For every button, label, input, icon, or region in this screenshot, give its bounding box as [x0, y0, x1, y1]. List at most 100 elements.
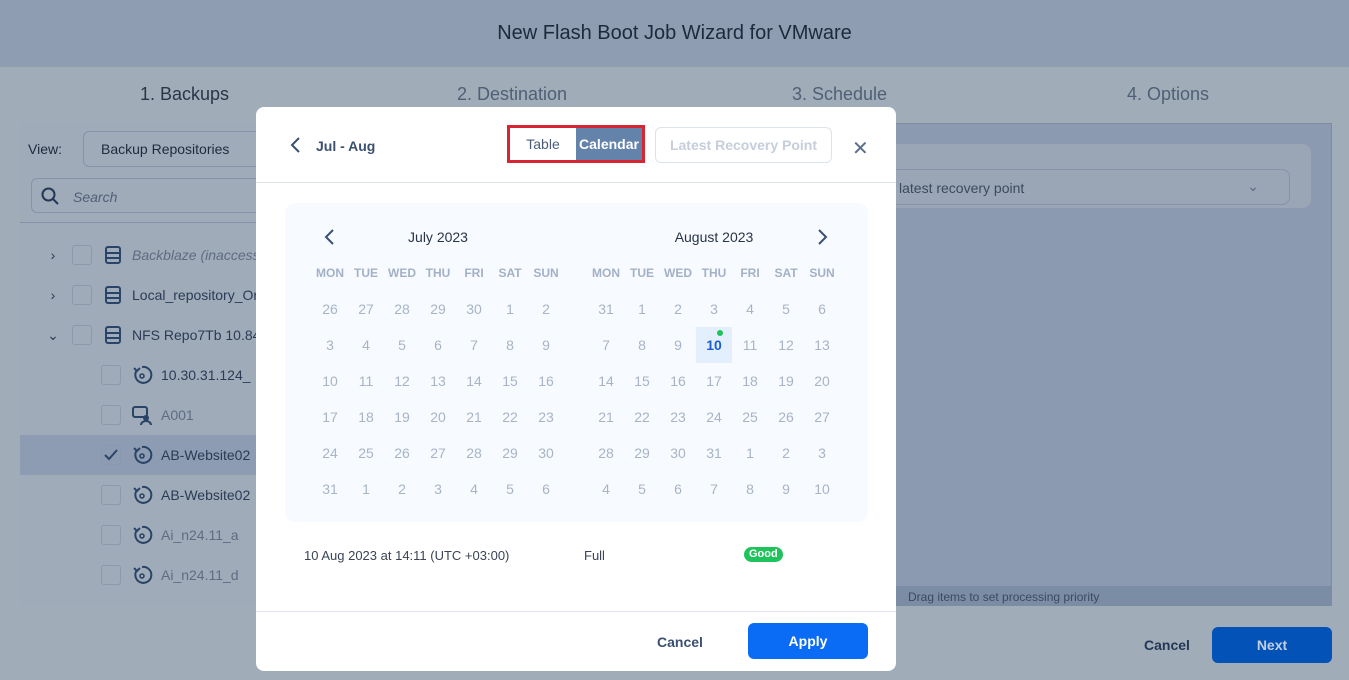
calendar-day[interactable]: 5 — [638, 481, 646, 497]
calendar-day[interactable]: 12 — [394, 373, 410, 389]
apply-button[interactable]: Apply — [748, 623, 868, 659]
checkbox[interactable] — [72, 285, 92, 305]
calendar-day[interactable]: 8 — [506, 337, 514, 353]
calendar-day-selected[interactable]: 10 — [696, 327, 732, 363]
calendar-day[interactable]: 29 — [502, 445, 518, 461]
calendar-day[interactable]: 27 — [358, 301, 374, 317]
calendar-day[interactable]: 5 — [398, 337, 406, 353]
calendar-day[interactable]: 27 — [430, 445, 446, 461]
calendar-day[interactable]: 31 — [322, 481, 338, 497]
calendar-day[interactable]: 8 — [746, 481, 754, 497]
latest-recovery-point-button[interactable]: Latest Recovery Point — [655, 127, 832, 163]
calendar-day[interactable]: 16 — [670, 373, 686, 389]
calendar-day[interactable]: 26 — [322, 301, 338, 317]
close-icon[interactable]: ✕ — [852, 138, 869, 160]
checkbox[interactable] — [72, 325, 92, 345]
calendar-day[interactable]: 7 — [602, 337, 610, 353]
calendar-day[interactable]: 9 — [782, 481, 790, 497]
calendar-day[interactable]: 6 — [674, 481, 682, 497]
tree-item[interactable]: A001 — [20, 395, 440, 435]
calendar-day[interactable]: 6 — [434, 337, 442, 353]
calendar-day[interactable]: 31 — [598, 301, 614, 317]
calendar-day[interactable]: 4 — [470, 481, 478, 497]
calendar-day[interactable]: 28 — [394, 301, 410, 317]
chevron-down-icon[interactable]: ⌄ — [47, 326, 59, 343]
calendar-day[interactable]: 22 — [502, 409, 518, 425]
calendar-day[interactable]: 14 — [598, 373, 614, 389]
chevron-right-icon[interactable]: › — [50, 287, 56, 303]
modal-cancel-button[interactable]: Cancel — [657, 634, 703, 650]
calendar-day[interactable]: 5 — [506, 481, 514, 497]
calendar-day[interactable]: 8 — [638, 337, 646, 353]
recovery-point-select[interactable]: latest recovery point ⌄ — [880, 169, 1290, 205]
tree-item[interactable]: › Backblaze (inaccess — [20, 235, 440, 275]
checkbox[interactable] — [101, 525, 121, 545]
calendar-day[interactable]: 2 — [674, 301, 682, 317]
calendar-day[interactable]: 29 — [634, 445, 650, 461]
calendar-day[interactable]: 14 — [466, 373, 482, 389]
calendar-day[interactable]: 2 — [542, 301, 550, 317]
calendar-day[interactable]: 25 — [742, 409, 758, 425]
calendar-day[interactable]: 6 — [542, 481, 550, 497]
prev-month-icon[interactable] — [322, 227, 338, 247]
calendar-day[interactable]: 15 — [634, 373, 650, 389]
tab-table[interactable]: Table — [526, 136, 560, 152]
calendar-day[interactable]: 12 — [778, 337, 794, 353]
calendar-day[interactable]: 4 — [746, 301, 754, 317]
tree-item[interactable]: › Local_repository_Or — [20, 275, 440, 315]
calendar-day[interactable]: 2 — [398, 481, 406, 497]
calendar-day[interactable]: 3 — [434, 481, 442, 497]
calendar-day[interactable]: 7 — [710, 481, 718, 497]
tree-item[interactable]: 10.30.31.124_ — [20, 355, 440, 395]
calendar-day[interactable]: 17 — [706, 373, 722, 389]
calendar-day[interactable]: 20 — [430, 409, 446, 425]
checkbox[interactable] — [101, 405, 121, 425]
calendar-day[interactable]: 7 — [470, 337, 478, 353]
step-backups[interactable]: 1. Backups — [140, 84, 230, 104]
calendar-day[interactable]: 23 — [670, 409, 686, 425]
tree-item[interactable]: ⌄ NFS Repo7Tb 10.84 — [20, 315, 440, 355]
calendar-day[interactable]: 1 — [638, 301, 646, 317]
calendar-day[interactable]: 6 — [818, 301, 826, 317]
calendar-day[interactable]: 18 — [358, 409, 374, 425]
calendar-day[interactable]: 22 — [634, 409, 650, 425]
calendar-day[interactable]: 10 — [814, 481, 830, 497]
calendar-day[interactable]: 26 — [394, 445, 410, 461]
calendar-day[interactable]: 17 — [322, 409, 338, 425]
calendar-day[interactable]: 1 — [506, 301, 514, 317]
tree-item[interactable]: Ai_n24.11_d — [20, 555, 440, 595]
calendar-day[interactable]: 4 — [362, 337, 370, 353]
calendar-day[interactable]: 2 — [782, 445, 790, 461]
calendar-day[interactable]: 11 — [742, 337, 758, 353]
calendar-day[interactable]: 28 — [466, 445, 482, 461]
calendar-day[interactable]: 30 — [538, 445, 554, 461]
chevron-left-icon[interactable] — [288, 135, 304, 155]
calendar-day[interactable]: 20 — [814, 373, 830, 389]
checkbox[interactable] — [101, 445, 121, 465]
chevron-right-icon[interactable]: › — [50, 247, 56, 263]
calendar-day[interactable]: 9 — [542, 337, 550, 353]
calendar-day[interactable]: 29 — [430, 301, 446, 317]
calendar-day[interactable]: 4 — [602, 481, 610, 497]
calendar-day[interactable]: 16 — [538, 373, 554, 389]
calendar-day[interactable]: 19 — [394, 409, 410, 425]
calendar-day[interactable]: 10 — [322, 373, 338, 389]
calendar-day[interactable]: 11 — [358, 373, 374, 389]
checkbox[interactable] — [101, 565, 121, 585]
next-month-icon[interactable] — [814, 227, 830, 247]
checkbox[interactable] — [101, 485, 121, 505]
calendar-day[interactable]: 25 — [358, 445, 374, 461]
calendar-day[interactable]: 1 — [362, 481, 370, 497]
calendar-day[interactable]: 31 — [706, 445, 722, 461]
calendar-day[interactable]: 24 — [706, 409, 722, 425]
calendar-day[interactable]: 24 — [322, 445, 338, 461]
calendar-day[interactable]: 9 — [674, 337, 682, 353]
checkbox[interactable] — [72, 245, 92, 265]
calendar-day[interactable]: 5 — [782, 301, 790, 317]
calendar-day[interactable]: 13 — [430, 373, 446, 389]
calendar-day[interactable]: 21 — [598, 409, 614, 425]
calendar-day[interactable]: 28 — [598, 445, 614, 461]
calendar-day[interactable]: 30 — [670, 445, 686, 461]
cancel-button[interactable]: Cancel — [1144, 637, 1190, 653]
next-button[interactable]: Next — [1212, 627, 1332, 663]
